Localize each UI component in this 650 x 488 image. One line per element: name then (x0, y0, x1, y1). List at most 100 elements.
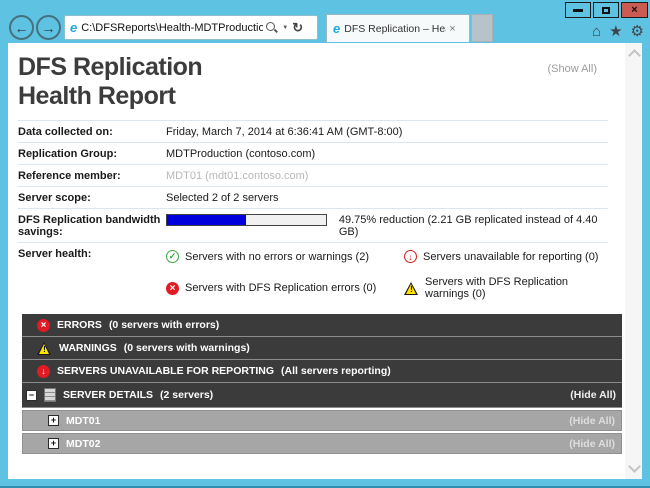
warning-mark-glyph: ! (43, 344, 46, 354)
maximize-icon (602, 6, 610, 14)
down-arrow-glyph: ↓ (41, 366, 46, 376)
field-label: Data collected on: (18, 126, 113, 138)
address-url[interactable]: C:\DFSReports\Health-MDTProduction-07Ma (81, 21, 264, 34)
forward-arrow-icon: → (41, 19, 56, 36)
bandwidth-value: 49.75% reduction (2.21 GB replicated ins… (166, 214, 608, 238)
table-row: Replication Group: MDTProduction (contos… (18, 142, 608, 164)
section-errors[interactable]: × ERRORS (0 servers with errors) (22, 314, 622, 337)
table-row: Server scope: Selected 2 of 2 servers (18, 186, 608, 208)
hide-all-link[interactable]: (Hide All) (569, 414, 615, 427)
section-subtitle: (0 servers with warnings) (123, 342, 250, 354)
health-item: ! Servers with DFS Replication warnings … (404, 276, 608, 300)
window-controls: × (563, 2, 648, 18)
section-server-details[interactable]: − SERVER DETAILS (2 servers) (Hide All) (22, 383, 622, 408)
tab-close-icon[interactable]: × (449, 22, 456, 35)
section-warnings[interactable]: ! WARNINGS (0 servers with warnings) (22, 337, 622, 360)
minimize-button[interactable] (565, 2, 591, 18)
health-text: Servers with DFS Replication errors (0) (185, 282, 377, 294)
show-all-link[interactable]: (Show All) (547, 63, 597, 75)
back-arrow-icon: ← (14, 19, 29, 36)
unavailable-circle-icon: ↓ (37, 364, 50, 378)
scroll-down-icon[interactable] (628, 460, 641, 473)
down-arrow-glyph: ↓ (408, 251, 413, 262)
hide-all-link[interactable]: (Hide All) (570, 389, 616, 401)
page-title: DFS Replication Health Report (18, 53, 625, 111)
plus-glyph: + (50, 438, 57, 448)
error-circle-icon: × (37, 318, 50, 332)
plus-glyph: + (50, 415, 57, 425)
close-icon: × (631, 4, 638, 16)
refresh-icon[interactable]: ↻ (292, 19, 304, 35)
error-x-glyph: × (169, 282, 176, 294)
table-row-health: Server health: ✓ Servers with no errors … (18, 242, 608, 304)
search-icon[interactable] (265, 21, 278, 34)
field-label: Reference member: (18, 170, 121, 182)
hide-all-link[interactable]: (Hide All) (569, 437, 615, 450)
error-x-glyph: × (40, 319, 47, 331)
bandwidth-text: 49.75% reduction (2.21 GB replicated ins… (338, 214, 598, 238)
field-label: Server scope: (18, 192, 91, 204)
field-value: Selected 2 of 2 servers (166, 192, 279, 204)
server-stack-icon (44, 388, 56, 402)
server-row-mdt01[interactable]: + MDT01 (Hide All) (22, 410, 622, 431)
home-icon[interactable]: ⌂ (592, 23, 602, 40)
table-row-bandwidth: DFS Replication bandwidth savings: 49.75… (18, 208, 608, 242)
browser-tab[interactable]: e DFS Replication – Health Re... × (326, 14, 470, 42)
favorites-star-icon[interactable]: ★ (609, 23, 623, 40)
table-row: Reference member: MDT01 (mdt01.contoso.c… (18, 164, 608, 186)
field-value: MDTProduction (contoso.com) (166, 148, 316, 160)
tab-title: DFS Replication – Health Re... (344, 22, 446, 35)
server-row-mdt02[interactable]: + MDT02 (Hide All) (22, 433, 622, 454)
ie-page-icon: e (70, 20, 78, 35)
expand-plus-box[interactable]: + (48, 438, 59, 449)
address-bar[interactable]: e C:\DFSReports\Health-MDTProduction-07M… (64, 15, 318, 40)
field-label: Replication Group: (18, 148, 117, 160)
table-row: Data collected on: Friday, March 7, 2014… (18, 120, 608, 142)
close-button[interactable]: × (621, 2, 648, 18)
forward-button[interactable]: → (36, 15, 61, 40)
back-button[interactable]: ← (9, 15, 34, 40)
minus-glyph: − (28, 389, 35, 400)
check-circle-icon: ✓ (166, 250, 179, 263)
scroll-up-icon[interactable] (628, 49, 641, 62)
new-tab-button[interactable] (471, 14, 493, 42)
health-text: Servers with DFS Replication warnings (0… (425, 276, 569, 300)
expand-plus-box[interactable]: + (48, 415, 59, 426)
warning-triangle-icon: ! (37, 341, 52, 355)
field-label: DFS Replication bandwidth savings: (18, 214, 161, 238)
report-summary-table: Data collected on: Friday, March 7, 2014… (18, 120, 608, 304)
settings-gear-icon[interactable]: ⚙ (630, 23, 644, 40)
section-title: SERVERS UNAVAILABLE FOR REPORTING (57, 365, 275, 377)
server-health-grid: ✓ Servers with no errors or warnings (2)… (166, 248, 608, 300)
section-subtitle: (All servers reporting) (281, 365, 391, 377)
warning-mark-glyph: ! (410, 284, 413, 294)
maximize-button[interactable] (593, 2, 619, 18)
section-title: SERVER DETAILS (63, 389, 154, 401)
health-item: ✓ Servers with no errors or warnings (2) (166, 250, 404, 263)
warning-triangle-icon: ! (404, 281, 419, 295)
health-text: Servers with no errors or warnings (2) (185, 250, 370, 263)
collapse-minus-box[interactable]: − (26, 389, 37, 401)
browser-toolbar-icons: ⌂ ★ ⚙ (592, 23, 644, 41)
unavailable-circle-icon: ↓ (404, 250, 417, 263)
server-name: MDT01 (66, 414, 101, 427)
report-sections: × ERRORS (0 servers with errors) ! WARNI… (22, 314, 622, 454)
page-content: DFS Replication Health Report (Show All)… (8, 43, 642, 479)
field-value: MDT01 (mdt01.contoso.com) (166, 170, 309, 182)
section-subtitle: (2 servers) (160, 389, 214, 401)
bandwidth-fill (167, 215, 247, 225)
field-value: Friday, March 7, 2014 at 6:36:41 AM (GMT… (166, 126, 403, 138)
health-item: × Servers with DFS Replication errors (0… (166, 276, 404, 300)
vertical-scrollbar[interactable] (625, 43, 642, 479)
section-subtitle: (0 servers with errors) (108, 319, 220, 331)
check-glyph: ✓ (168, 251, 177, 261)
address-dropdown-icon[interactable]: ▼ (282, 24, 289, 31)
page-title-line2: Health Report (18, 82, 176, 110)
bandwidth-progressbar (166, 214, 327, 226)
ie-tab-icon: e (333, 21, 341, 36)
report-page: DFS Replication Health Report (Show All)… (8, 43, 625, 479)
server-name: MDT02 (66, 437, 101, 450)
error-circle-icon: × (166, 281, 179, 295)
section-unavailable[interactable]: ↓ SERVERS UNAVAILABLE FOR REPORTING (All… (22, 360, 622, 383)
